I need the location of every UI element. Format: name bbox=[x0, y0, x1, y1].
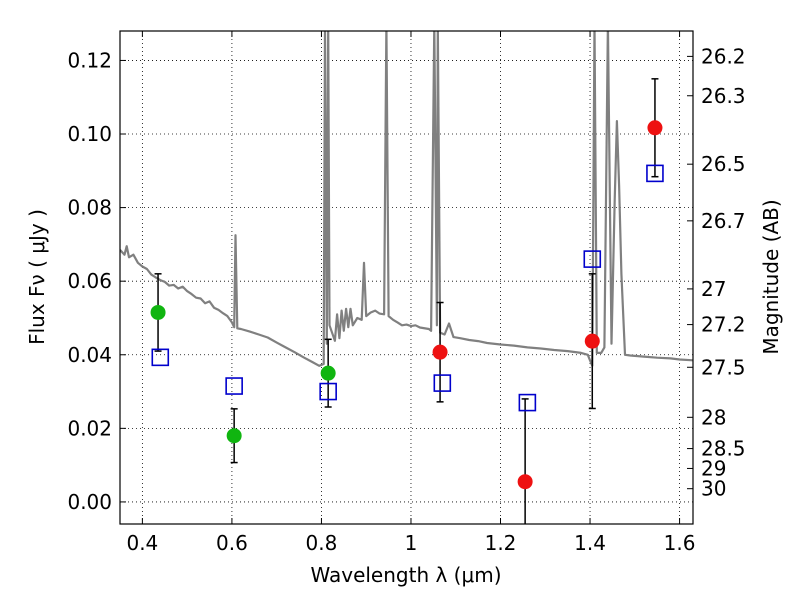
y-axis-label: Flux Fν ( μJy ) bbox=[25, 209, 49, 345]
spectrum-line bbox=[120, 31, 693, 367]
y-tick-label: 0.10 bbox=[67, 122, 112, 146]
spectrum-layer bbox=[120, 31, 693, 367]
right-axis-tick-label: 26.7 bbox=[701, 209, 746, 233]
x-tick-label: 1.6 bbox=[664, 531, 696, 555]
x-tick-label: 1.2 bbox=[485, 531, 517, 555]
right-axis-tick-label: 27.2 bbox=[701, 313, 746, 337]
model-square-point bbox=[319, 382, 337, 401]
right-axis-tick-label: 28.5 bbox=[701, 437, 746, 461]
red-data-point bbox=[517, 474, 533, 490]
x-axis-label: Wavelength λ (μm) bbox=[310, 563, 501, 587]
plot-frame bbox=[119, 30, 694, 525]
green-data-point bbox=[226, 428, 242, 444]
right-axis-tick-label: 28 bbox=[701, 405, 726, 429]
right-axis-tick-label: 26.2 bbox=[701, 44, 746, 68]
right-axis-tick-label: 30 bbox=[701, 477, 726, 501]
x-tick-label: 0.4 bbox=[126, 531, 158, 555]
green-data-point bbox=[320, 365, 336, 381]
right-axis-label: Magnitude (AB) bbox=[759, 199, 783, 354]
right-axis-tick-label: 27.5 bbox=[701, 355, 746, 379]
points-layer bbox=[150, 120, 664, 490]
x-tick-label: 1 bbox=[405, 531, 418, 555]
right-axis-tick-label: 27 bbox=[701, 277, 726, 301]
x-tick-label: 0.6 bbox=[216, 531, 248, 555]
red-data-point bbox=[647, 120, 663, 136]
model-square-point bbox=[225, 377, 243, 395]
red-data-point bbox=[584, 333, 600, 349]
ticks: 0.4 0.6 0.8 1 1.2 1.4 1.6 0.00 0.02 0.04 0.06 0.08 0… bbox=[67, 31, 746, 555]
x-tick-label: 1.4 bbox=[574, 531, 606, 555]
y-tick-label: 0.00 bbox=[67, 490, 112, 514]
green-data-point bbox=[150, 304, 166, 320]
model-square-point bbox=[151, 348, 170, 367]
y-tick-label: 0.06 bbox=[67, 269, 112, 293]
model-square-point bbox=[433, 374, 452, 392]
model-square-point bbox=[646, 164, 664, 183]
y-tick-label: 0.04 bbox=[67, 343, 112, 367]
model-square-point bbox=[583, 250, 602, 268]
right-axis-tick-label: 26.5 bbox=[701, 152, 746, 176]
right-axis-tick-label: 26.3 bbox=[701, 84, 746, 108]
right-axis-tick-label: 29 bbox=[701, 456, 726, 480]
x-tick-label: 0.8 bbox=[306, 531, 338, 555]
model-square-point bbox=[518, 393, 537, 412]
red-data-point bbox=[432, 344, 448, 360]
y-tick-label: 0.12 bbox=[67, 48, 112, 72]
y-tick-label: 0.08 bbox=[67, 196, 112, 220]
y-tick-label: 0.02 bbox=[67, 416, 112, 440]
plot-background bbox=[120, 31, 693, 524]
